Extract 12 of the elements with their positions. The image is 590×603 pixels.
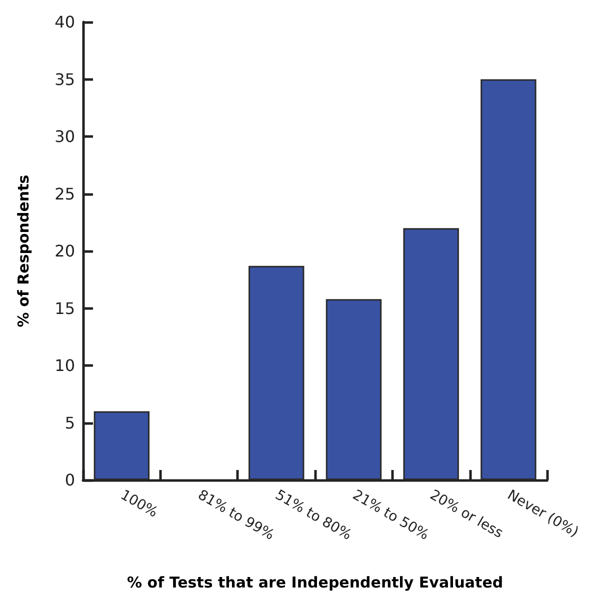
y-tick-label: 35	[54, 70, 75, 89]
y-tick-label: 0	[64, 470, 75, 490]
y-tick-label: 15	[54, 298, 75, 318]
y-axis-title: % of Respondents	[14, 174, 32, 328]
y-tick-label: 40	[54, 12, 75, 32]
y-tick-label: 5	[64, 413, 75, 432]
x-axis-title: % of Tests that are Independently Evaluated	[127, 574, 504, 592]
y-tick-label: 10	[54, 356, 75, 375]
y-tick-label: 30	[54, 127, 75, 146]
y-tick-label: 20	[54, 242, 75, 260]
y-tick-label: 25	[54, 184, 75, 204]
x-tick-label: 81% to 99%	[195, 487, 277, 544]
